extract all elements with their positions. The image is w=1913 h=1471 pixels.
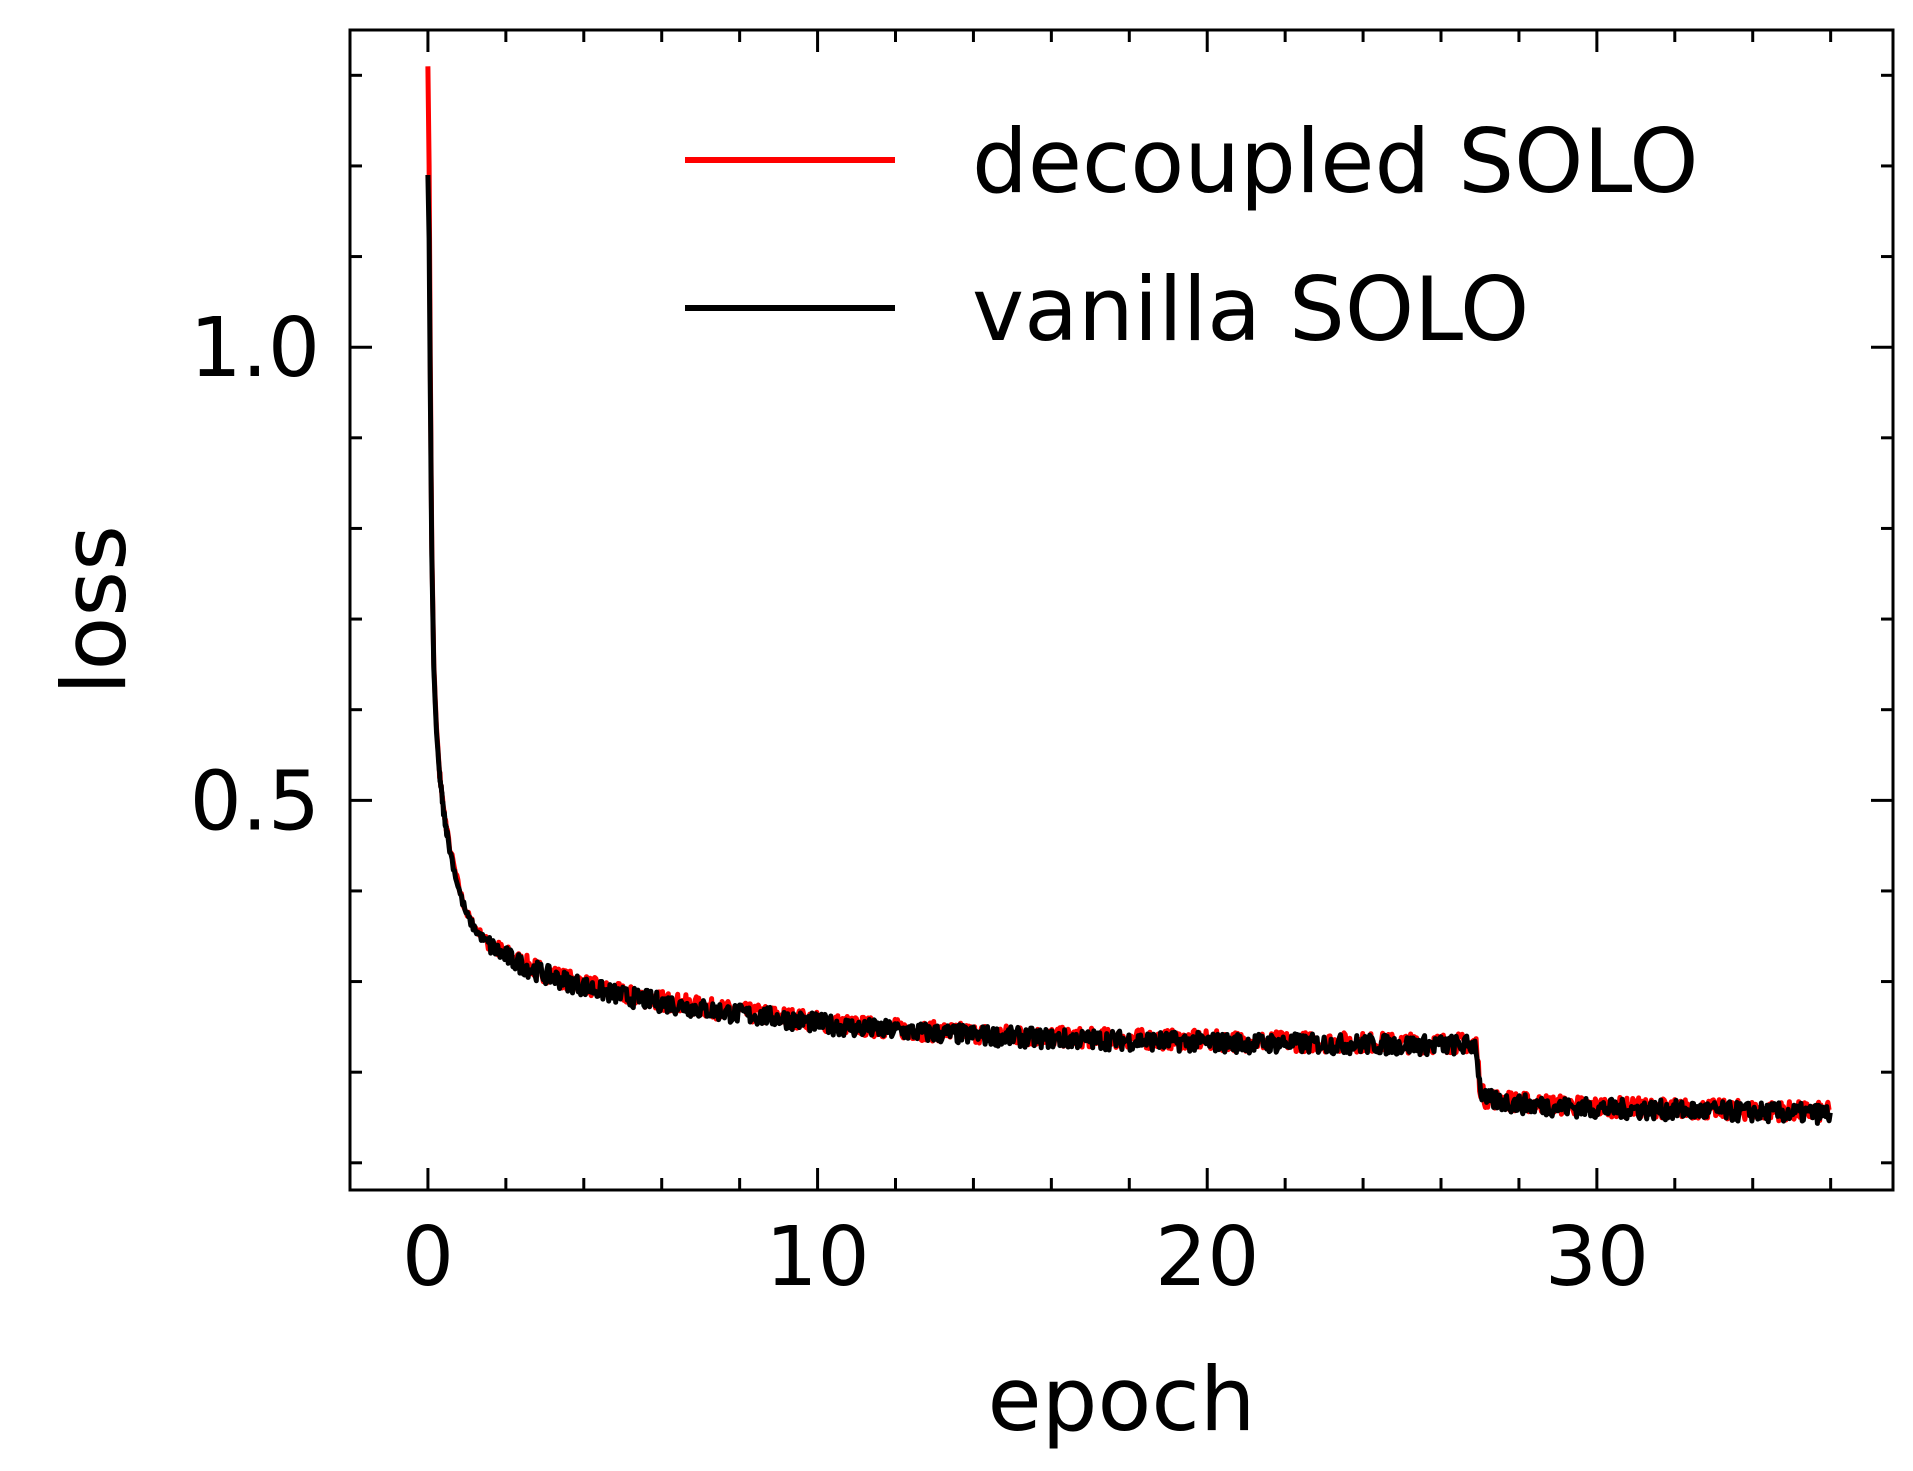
y-axis-label: loss — [43, 525, 146, 695]
x-tick-label: 0 — [402, 1210, 454, 1305]
legend-label: decoupled SOLO — [972, 110, 1699, 213]
legend-label: vanilla SOLO — [972, 258, 1529, 361]
legend: decoupled SOLO vanilla SOLO — [685, 110, 1699, 361]
y-tick-label: 0.5 — [190, 754, 320, 849]
x-axis-label: epoch — [988, 1348, 1256, 1451]
y-tick-label: 1.0 — [190, 301, 320, 396]
x-tick-label: 20 — [1155, 1210, 1259, 1305]
ticks-layer: 0 10 20 30 0.5 1.0 — [190, 30, 1893, 1305]
plot-frame — [348, 28, 1895, 1192]
x-tick-label: 30 — [1545, 1210, 1649, 1305]
series-line-vanilla-solo — [425, 174, 1833, 1126]
series-line-decoupled-solo — [425, 66, 1832, 1124]
series-layer — [425, 66, 1833, 1126]
x-tick-label: 10 — [765, 1210, 869, 1305]
